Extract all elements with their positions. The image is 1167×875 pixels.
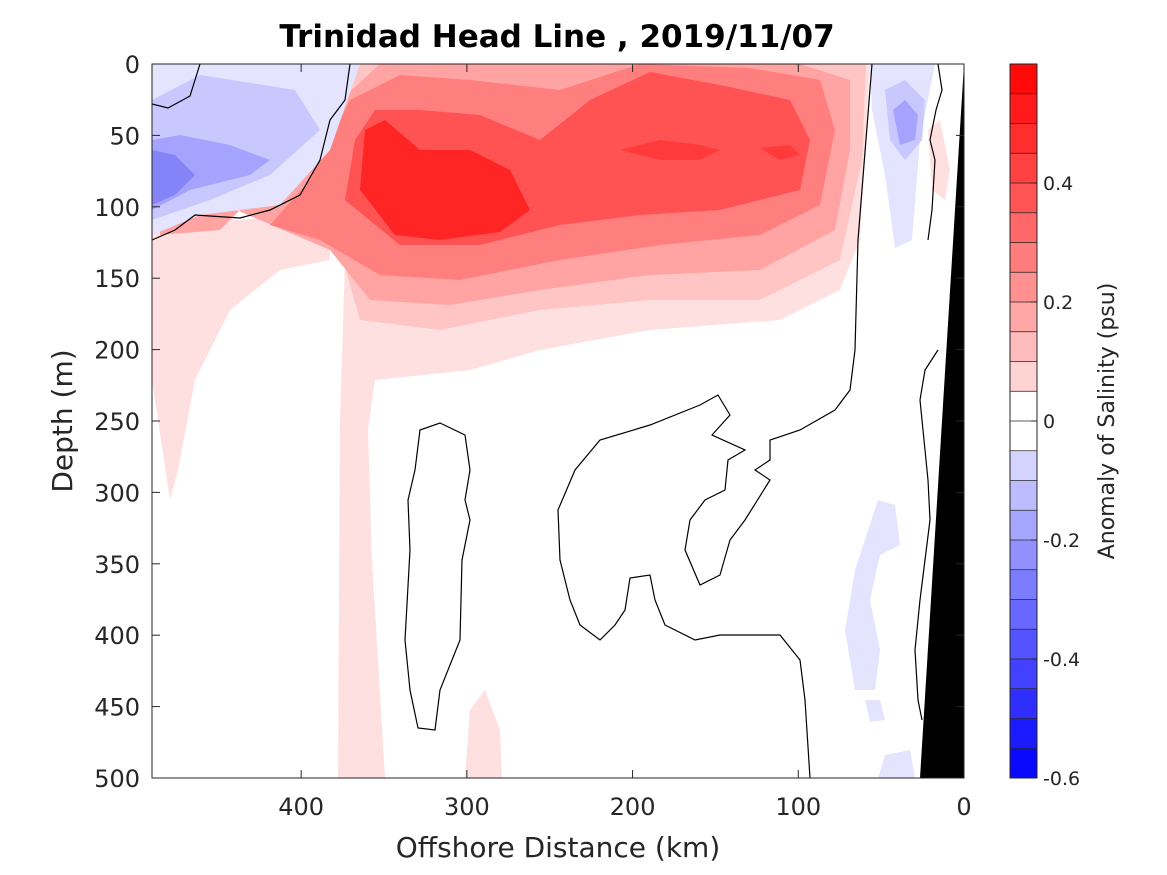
colorbar-tick-label: -0.6 [1043,768,1080,790]
colorbar-segment [1010,480,1037,511]
colorbar-segment [1010,272,1037,303]
anomaly-band-neg-0.25 [152,135,270,210]
colorbar-segment [1010,391,1037,422]
y-axis: 0 50 100 150 200 250 300 350 400 450 500 [94,51,964,793]
colorbar-segment [1010,212,1037,243]
colorbar-segment [1010,331,1037,362]
y-tick-label: 200 [94,337,140,365]
colorbar-segment [1010,450,1037,481]
colorbar-segment [1010,302,1037,333]
colorbar-segment [1010,688,1037,719]
colorbar-segment [1010,540,1037,571]
colorbar-segment [1010,242,1037,273]
colorbar-segment [1010,93,1037,124]
bathymetry-mask [920,64,964,778]
x-axis: 400 300 200 100 0 [278,64,972,821]
y-axis-label: Depth (m) [46,349,79,492]
y-tick-label: 450 [94,694,140,722]
y-tick-label: 100 [94,194,140,222]
y-tick-label: 400 [94,622,140,650]
colorbar-segment [1010,599,1037,630]
y-tick-label: 50 [109,122,140,150]
anomaly-band-neg-0.3 [152,150,195,205]
x-tick-label: 200 [610,793,656,821]
colorbar-segment [1010,183,1037,214]
colorbar-segment [1010,510,1037,541]
colorbar-tick-label: 0 [1043,411,1055,433]
colorbar: -0.6 -0.4 -0.2 0 0.2 0.4 [1009,63,1080,790]
y-tick-label: 0 [125,51,140,79]
anomaly-band-0.55-tertiary [760,145,800,160]
colorbar-segment [1010,748,1037,779]
colorbar-segment [1010,421,1037,452]
colorbar-segment [1010,718,1037,749]
x-tick-label: 100 [775,793,821,821]
anomaly-band-0.55-secondary [620,140,720,160]
colorbar-segment [1010,64,1037,95]
salinity-anomaly-field [152,64,964,778]
colorbar-segment [1010,569,1037,600]
x-axis-label: Offshore Distance (km) [396,831,721,864]
zero-contour-nearshore [927,64,943,241]
zero-contour-eddy [404,422,471,731]
colorbar-segment [1010,659,1037,690]
colorbar-tick-label: 0.2 [1043,292,1073,314]
anomaly-band-neg-nearshore-0.25 [893,100,918,145]
colorbar-segment [1010,361,1037,392]
zero-contour-offshore-lower [152,64,351,241]
anomaly-band-0.05-left [152,210,330,500]
zero-contour-offshore [152,64,201,109]
zero-contour-mid [557,64,873,778]
negative-anomaly-region [152,64,935,778]
anomaly-band-neg-bottom [878,750,915,778]
y-tick-label: 500 [94,765,140,793]
y-tick-label: 250 [94,408,140,436]
colorbar-tick-label: -0.4 [1043,649,1080,671]
colorbar-segment [1010,153,1037,184]
x-tick-label: 0 [956,793,971,821]
anomaly-band-neg-deep-small [865,700,885,722]
colorbar-segment [1010,629,1037,660]
anomaly-band-0.05-lower [465,690,502,778]
colorbar-label: Anomaly of Salinity (psu) [1095,283,1120,560]
colorbar-tick-label: -0.2 [1043,530,1080,552]
chart-title: Trinidad Head Line , 2019/11/07 [279,19,834,55]
y-tick-label: 150 [94,265,140,293]
y-tick-label: 300 [94,479,140,507]
colorbar-segment [1010,123,1037,154]
zero-contour-lines [152,64,943,778]
x-tick-label: 300 [444,793,490,821]
zero-contour-nearshore-deep [914,349,939,721]
anomaly-band-0.55 [360,120,530,240]
colorbar-tick-label: 0.4 [1043,173,1073,195]
anomaly-band-neg-deep [845,500,900,690]
x-tick-label: 400 [278,793,324,821]
y-tick-label: 350 [94,551,140,579]
